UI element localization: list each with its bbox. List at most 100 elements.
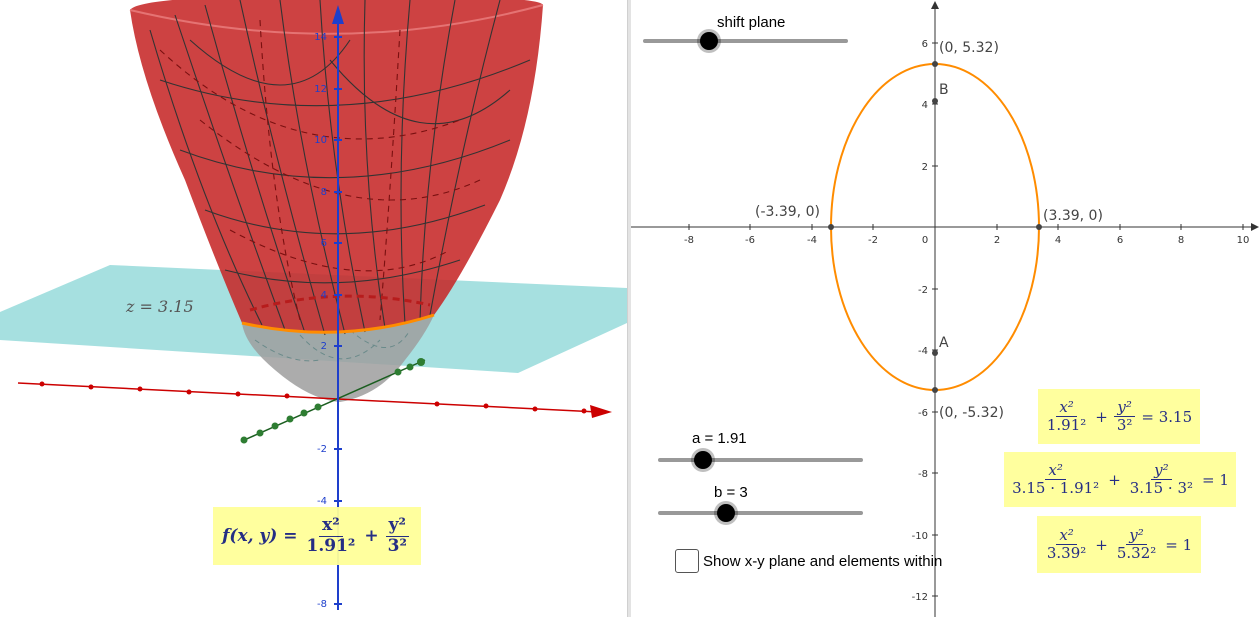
slider-a-track[interactable]: [658, 458, 863, 462]
function-label: f(x, y) =: [222, 526, 298, 546]
svg-text:-4: -4: [918, 346, 928, 357]
equation-2-box[interactable]: x² 3.15 · 1.91² + y² 3.15 · 3² = 1: [1004, 452, 1236, 507]
z-axis-tick-labels: 14 12 10 8 6 4 2 -2 -4 -8: [314, 32, 327, 610]
lower-grid-lines: [254, 329, 411, 362]
x-axis-ticks: [39, 381, 587, 414]
slider-b-label: b = 3: [714, 484, 748, 501]
eq2-y-den: 3.15 · 3²: [1129, 479, 1194, 497]
point-left[interactable]: [828, 224, 834, 230]
function-y-num: y²: [385, 515, 409, 537]
ellipse-vertex-points: [828, 61, 1042, 393]
y-axis-ticks: [240, 358, 425, 444]
svg-text:0: 0: [922, 235, 928, 246]
function-label-box[interactable]: f(x, y) = x² 1.91² + y² 3²: [213, 507, 421, 565]
svg-text:-6: -6: [745, 235, 755, 246]
svg-text:-8: -8: [317, 599, 327, 610]
shift-plane-knob[interactable]: [699, 32, 718, 50]
point-labels: (0, 5.32) (0, -5.32) (-3.39, 0) (3.39, 0…: [755, 40, 1103, 421]
x-axis-2d-arrow: [1251, 223, 1259, 231]
svg-text:6: 6: [922, 39, 928, 50]
svg-text:8: 8: [321, 187, 327, 198]
slider-b-track[interactable]: [658, 511, 863, 515]
svg-text:-2: -2: [918, 285, 928, 296]
svg-text:-4: -4: [807, 235, 817, 246]
slider-a-label: a = 1.91: [692, 430, 747, 447]
surface-hidden-mesh: [159, 19, 481, 321]
x-axis-2d-tick-labels: -8 -6 -4 -2 0 2 4 6 8 10: [684, 235, 1249, 246]
svg-text:-4: -4: [317, 496, 327, 507]
svg-text:10: 10: [1237, 235, 1250, 246]
svg-text:2: 2: [922, 162, 928, 173]
surface-mesh: [149, 0, 531, 336]
graphics-3d-view[interactable]: z = 3.15: [0, 0, 627, 617]
eq2-x-num: x²: [1045, 461, 1066, 480]
function-y-den: 3²: [387, 535, 407, 556]
slider-b[interactable]: [658, 503, 863, 523]
equation-3-box[interactable]: x² 3.39² + y² 5.32² = 1: [1037, 516, 1201, 573]
point-bottom[interactable]: [932, 387, 938, 393]
focus-b[interactable]: [932, 98, 938, 104]
view-divider[interactable]: [627, 0, 631, 617]
eq1-x-num: x²: [1056, 398, 1077, 417]
eq3-rhs: = 1: [1165, 535, 1193, 554]
svg-text:14: 14: [314, 32, 327, 43]
svg-text:-2: -2: [317, 444, 327, 455]
eq1-y-den: 3²: [1116, 416, 1133, 434]
svg-text:12: 12: [314, 84, 327, 95]
svg-text:8: 8: [1178, 235, 1184, 246]
svg-text:-2: -2: [868, 235, 878, 246]
svg-text:6: 6: [1117, 235, 1123, 246]
graphics-3d-canvas[interactable]: z = 3.15: [0, 0, 627, 617]
svg-text:4: 4: [922, 100, 928, 111]
equation-1-box[interactable]: x² 1.91² + y² 3² = 3.15: [1038, 389, 1200, 444]
z-axis-arrow: [332, 5, 344, 24]
eq1-x-den: 1.91²: [1046, 416, 1087, 434]
svg-text:4: 4: [1055, 235, 1061, 246]
svg-text:-8: -8: [684, 235, 694, 246]
function-x-den: 1.91²: [306, 535, 356, 556]
eq1-y-num: y²: [1114, 398, 1135, 417]
svg-text:-12: -12: [912, 592, 928, 603]
z-axis-ticks: [334, 36, 342, 605]
eq2-y-num: y²: [1151, 461, 1172, 480]
svg-text:2: 2: [994, 235, 1000, 246]
show-xy-plane-label: Show x-y plane and elements within: [703, 553, 943, 570]
svg-text:10: 10: [314, 135, 327, 146]
svg-text:2: 2: [321, 341, 327, 352]
eq2-x-den: 3.15 · 1.91²: [1012, 479, 1100, 497]
eq3-y-den: 5.32²: [1116, 544, 1157, 562]
show-xy-plane-checkbox[interactable]: [675, 549, 699, 573]
x-axis-3d: [17, 382, 599, 413]
y-axis-2d-arrow: [931, 1, 939, 9]
label-a: A: [939, 335, 949, 351]
shift-plane-label: shift plane: [717, 14, 786, 31]
y-axis-2d-tick-labels: 6 4 2 -2 -4 -6 -8 -10 -12: [912, 39, 928, 603]
eq3-y-num: y²: [1126, 526, 1147, 545]
hidden-contour: [249, 294, 431, 312]
x-axis-arrow: [590, 405, 612, 418]
slider-b-knob[interactable]: [716, 504, 735, 522]
label-bottom: (0, -5.32): [939, 405, 1004, 421]
shift-plane-slider[interactable]: [643, 31, 848, 51]
slider-a-knob[interactable]: [694, 451, 713, 469]
eq3-x-num: x²: [1056, 526, 1077, 545]
svg-text:-10: -10: [912, 531, 928, 542]
function-x-num: x²: [319, 515, 343, 537]
eq1-rhs: = 3.15: [1141, 407, 1193, 426]
focus-a[interactable]: [932, 350, 938, 356]
label-top: (0, 5.32): [939, 40, 999, 56]
x-axis-2d-ticks: [688, 224, 1244, 230]
label-b: B: [939, 82, 949, 98]
shift-plane-track[interactable]: [643, 39, 848, 43]
plane-label: z = 3.15: [125, 297, 194, 316]
y-axis-2d-ticks: [932, 42, 938, 597]
eq2-rhs: = 1: [1202, 470, 1229, 489]
point-top[interactable]: [932, 61, 938, 67]
graphics-2d-canvas[interactable]: -8 -6 -4 -2 0 2 4 6 8 10 6 4 2 -2 -4 -6 …: [631, 0, 1260, 617]
point-right[interactable]: [1036, 224, 1042, 230]
slider-a[interactable]: [658, 450, 863, 470]
label-right: (3.39, 0): [1043, 208, 1103, 224]
eq3-x-den: 3.39²: [1046, 544, 1087, 562]
svg-text:-8: -8: [918, 469, 928, 480]
svg-text:4: 4: [321, 290, 327, 301]
